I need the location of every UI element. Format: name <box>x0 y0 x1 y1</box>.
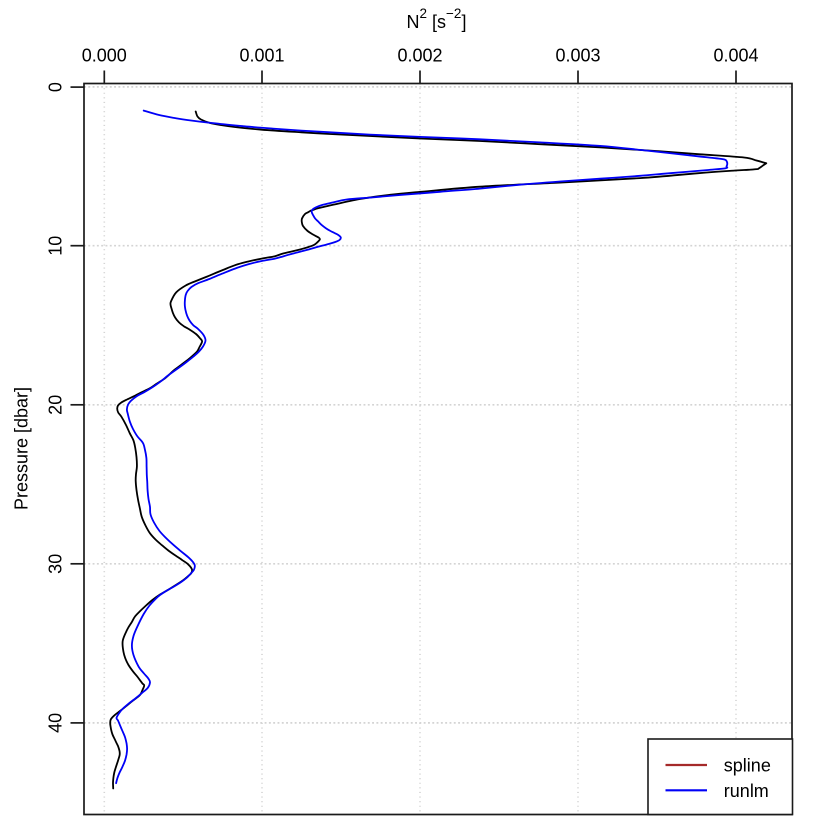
svg-text:0.000: 0.000 <box>82 46 127 66</box>
svg-text:0.004: 0.004 <box>713 46 758 66</box>
svg-text:runlm: runlm <box>724 781 769 801</box>
svg-text:0.001: 0.001 <box>239 46 284 66</box>
svg-text:20: 20 <box>46 395 66 415</box>
svg-text:0.002: 0.002 <box>397 46 442 66</box>
svg-text:Pressure [dbar]: Pressure [dbar] <box>12 387 32 510</box>
svg-text:30: 30 <box>46 554 66 574</box>
svg-text:0: 0 <box>46 82 66 92</box>
svg-text:10: 10 <box>46 236 66 256</box>
svg-text:0.003: 0.003 <box>555 46 600 66</box>
svg-text:spline: spline <box>724 756 771 776</box>
svg-text:40: 40 <box>46 713 66 733</box>
